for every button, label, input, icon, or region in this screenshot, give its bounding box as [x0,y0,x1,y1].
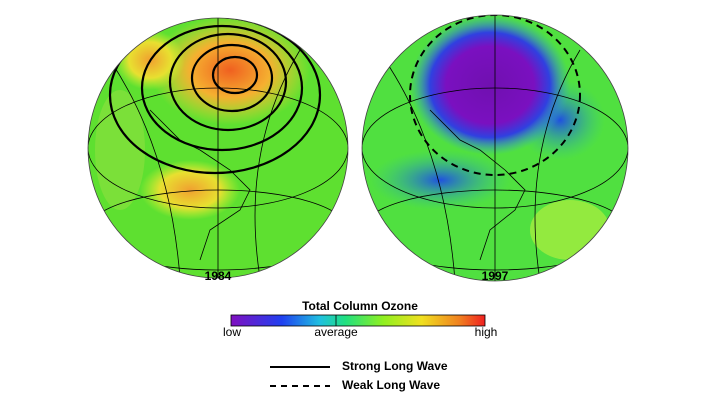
legend-label: Weak Long Wave [342,378,440,392]
colorbar-label: high [475,325,498,339]
globe-outline [361,14,629,282]
globe-1997 [362,15,628,281]
globe-outline [87,17,349,279]
colorbar-label: average [314,325,358,339]
legend-label: Strong Long Wave [342,359,448,373]
map-year: 1984 [205,269,232,283]
map-year: 1997 [482,269,509,283]
colorbar [230,314,486,327]
colorbar-label: low [223,325,241,339]
globe-1984 [88,18,348,278]
colorbar-title: Total Column Ozone [302,299,418,313]
